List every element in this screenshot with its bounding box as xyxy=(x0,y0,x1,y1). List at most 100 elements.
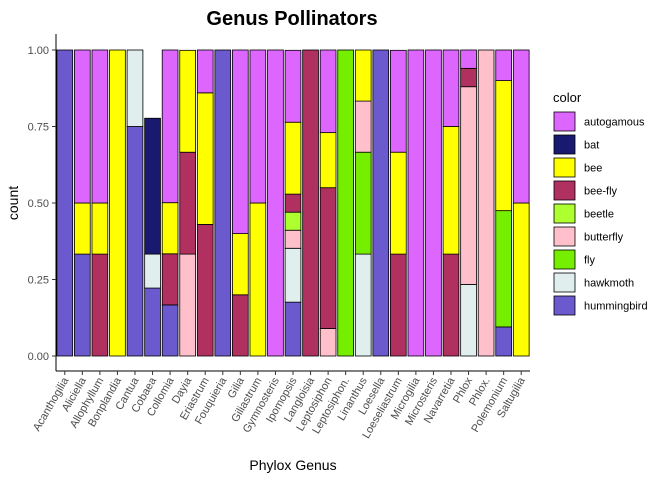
bar-segment-bee-fly xyxy=(442,253,460,357)
bar-segment-hummingbird xyxy=(126,126,144,357)
chart-title: Genus Pollinators xyxy=(206,8,377,30)
bar-segment-autogamous xyxy=(390,49,407,153)
bar-segment-fly xyxy=(337,49,354,357)
bar-segment-bee-fly xyxy=(91,253,109,357)
bar-segment-hawkmoth xyxy=(284,247,302,303)
bar-segment-autogamous xyxy=(512,49,530,204)
legend-label-autogamous: autogamous xyxy=(584,117,645,129)
bar-segment-bee xyxy=(161,202,179,255)
y-tick-label: 0.50 xyxy=(28,198,49,210)
y-tick-label: 0.00 xyxy=(28,351,49,363)
bar-segment-hummingbird xyxy=(284,301,302,357)
bar-segment-bee xyxy=(390,151,407,255)
bar-segment-autogamous xyxy=(284,49,302,123)
x-axis-title: Phylox Genus xyxy=(249,457,336,473)
bar-segment-hummingbird xyxy=(74,253,91,357)
bar-segment-bee xyxy=(354,49,372,102)
bar-segment-butterfly xyxy=(460,86,477,285)
bar-segment-hawkmoth xyxy=(354,253,372,357)
plot-area xyxy=(56,49,530,357)
bar-segment-bee xyxy=(284,121,302,195)
bar-segment-autogamous xyxy=(460,49,477,69)
bar-segment-bee xyxy=(196,92,214,225)
bar-segment-butterfly xyxy=(477,49,495,357)
bar-segment-butterfly xyxy=(179,253,196,357)
x-axis: AcanthogiliaAliciellaAllophyllumBonpland… xyxy=(31,370,530,441)
bar-segment-bee xyxy=(249,202,267,357)
legend: color autogamous bat bee bee-fly beetle butte… xyxy=(553,90,648,316)
bar-segment-bee xyxy=(74,202,91,255)
bar-segment-hawkmoth xyxy=(460,283,477,357)
bar-segment-bee-fly xyxy=(390,253,407,357)
bar-segment-autogamous xyxy=(74,49,91,204)
bar-segment-fly xyxy=(354,151,372,255)
legend-swatch-bee-fly xyxy=(553,180,576,201)
legend-label-beetle: beetle xyxy=(584,209,614,221)
bar-segment-bee xyxy=(495,80,512,212)
y-tick-label: 0.75 xyxy=(28,122,49,134)
bar-segment-autogamous xyxy=(425,49,442,357)
bar-segment-hummingbird xyxy=(56,49,74,357)
bar-segment-bee-fly xyxy=(284,193,302,213)
bar-segment-hawkmoth xyxy=(144,253,161,289)
y-tick-label: 0.25 xyxy=(28,275,49,287)
y-tick-label: 1.00 xyxy=(28,45,49,57)
legend-label-hawkmoth: hawkmoth xyxy=(584,278,634,290)
bar-segment-autogamous xyxy=(495,49,512,82)
legend-title: color xyxy=(553,90,582,105)
bar-segment-hummingbird xyxy=(161,304,179,357)
legend-label-bat: bat xyxy=(584,140,599,152)
y-axis: 0.00 0.25 0.50 0.75 1.00 xyxy=(28,34,57,371)
bar-segment-bee xyxy=(179,49,196,153)
bar-segment-bee xyxy=(91,202,109,255)
bar-segment-fly xyxy=(495,210,512,328)
bar-segment-bee-fly xyxy=(179,151,196,255)
legend-label-fly: fly xyxy=(584,255,596,267)
legend-label-butterfly: butterfly xyxy=(584,232,624,244)
bar-segment-bee xyxy=(232,233,249,296)
legend-swatch-beetle xyxy=(553,203,576,224)
bar-segment-bee-fly xyxy=(319,187,337,329)
bar-segment-hummingbird xyxy=(214,49,232,357)
legend-items: autogamous bat bee bee-fly beetle butterfly fl… xyxy=(553,111,648,316)
y-axis-title: count xyxy=(5,186,21,220)
bar-segment-autogamous xyxy=(319,49,337,134)
bar-segment-autogamous xyxy=(267,49,284,357)
bar-segment-autogamous xyxy=(196,49,214,94)
bar-segment-bee-fly xyxy=(460,67,477,88)
bar-segment-beetle xyxy=(284,211,302,231)
bar-segment-autogamous xyxy=(442,49,460,127)
legend-label-bee: bee xyxy=(584,163,602,175)
bar-segment-butterfly xyxy=(319,328,337,357)
bar-segment-autogamous xyxy=(161,49,179,204)
bar-segment-bee-fly xyxy=(302,49,319,357)
legend-swatch-butterfly xyxy=(553,226,576,247)
bar-segment-hawkmoth xyxy=(126,49,144,127)
bar-segment-autogamous xyxy=(249,49,267,204)
legend-swatch-hawkmoth xyxy=(553,272,576,293)
bar-segment-bee xyxy=(319,132,337,189)
legend-swatch-bat xyxy=(553,134,576,155)
bar-segment-hummingbird xyxy=(372,49,390,357)
legend-swatch-hummingbird xyxy=(553,295,576,316)
bar-segment-hummingbird xyxy=(495,326,512,357)
bar-segment-bee-fly xyxy=(161,253,179,306)
bar-segment-autogamous xyxy=(407,49,425,357)
bar-segment-bee xyxy=(512,202,530,357)
bar-segment-bat xyxy=(144,117,161,255)
bar-segment-autogamous xyxy=(91,49,109,204)
legend-swatch-fly xyxy=(553,249,576,270)
bar-segment-autogamous xyxy=(232,49,249,235)
bar-segment-hummingbird xyxy=(144,287,161,357)
legend-swatch-autogamous xyxy=(553,111,576,132)
bar-segment-butterfly xyxy=(354,100,372,153)
legend-label-hummingbird: hummingbird xyxy=(584,301,648,313)
legend-label-bee-fly: bee-fly xyxy=(584,186,618,198)
bar-segment-bee xyxy=(109,49,126,357)
bar-segment-bee-fly xyxy=(196,224,214,357)
bar-segment-bee xyxy=(442,126,460,255)
legend-swatch-bee xyxy=(553,157,576,178)
bar-segment-butterfly xyxy=(284,229,302,249)
bar-segment-bee-fly xyxy=(232,294,249,357)
